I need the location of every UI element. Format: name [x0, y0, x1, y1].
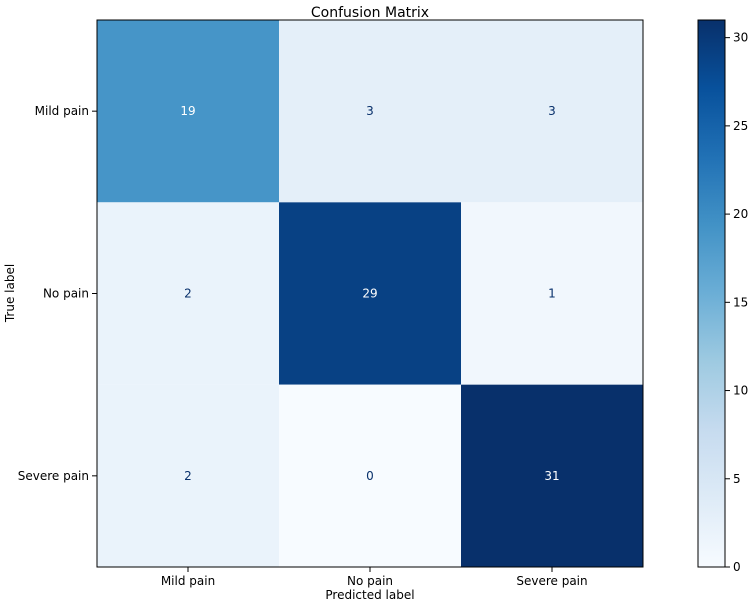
colorbar-tick-label: 25: [733, 119, 748, 133]
colorbar-ticks: 0 5 10 15 20 25 30: [725, 31, 748, 574]
matrix-cells: [97, 20, 643, 567]
cell-value-label: 3: [366, 104, 374, 118]
x-axis-label: Predicted label: [325, 588, 414, 602]
matrix-cell: [279, 202, 461, 385]
colorbar-tick-label: 20: [733, 207, 748, 221]
cell-value-label: 31: [544, 469, 559, 483]
matrix-cell: [97, 202, 279, 385]
matrix-cell: [97, 384, 279, 567]
matrix-cell: [461, 202, 643, 385]
cell-value-label: 29: [362, 287, 377, 301]
y-axis-ticks: Mild pain No pain Severe pain: [18, 104, 97, 483]
matrix-cell: [97, 20, 279, 203]
cell-value-label: 2: [184, 287, 192, 301]
x-tick-label: No pain: [347, 574, 393, 588]
colorbar-tick-label: 5: [733, 472, 741, 486]
colorbar-tick-label: 10: [733, 384, 748, 398]
colorbar-tick-label: 0: [733, 560, 741, 574]
cell-value-label: 3: [548, 104, 556, 118]
chart-title: Confusion Matrix: [311, 5, 429, 21]
cell-value-label: 19: [180, 104, 195, 118]
cell-value-label: 0: [366, 469, 374, 483]
x-tick-label: Mild pain: [161, 574, 215, 588]
cell-value-label: 1: [548, 287, 556, 301]
x-axis-ticks: Mild pain No pain Severe pain: [161, 567, 588, 588]
colorbar-tick-label: 15: [733, 295, 748, 309]
x-tick-label: Severe pain: [516, 574, 587, 588]
matrix-value-labels: 19 3 3 2 29 1 2 0 31: [180, 104, 559, 483]
colorbar-tick-label: 30: [733, 31, 748, 45]
y-tick-label: Severe pain: [18, 469, 89, 483]
matrix-cell: [279, 384, 461, 567]
y-tick-label: No pain: [43, 287, 89, 301]
y-tick-label: Mild pain: [35, 104, 89, 118]
matrix-cell: [461, 384, 643, 567]
matrix-cell: [279, 20, 461, 203]
matrix-cell: [461, 20, 643, 203]
colorbar: [697, 19, 726, 568]
cell-value-label: 2: [184, 469, 192, 483]
y-axis-label: True label: [3, 264, 17, 323]
